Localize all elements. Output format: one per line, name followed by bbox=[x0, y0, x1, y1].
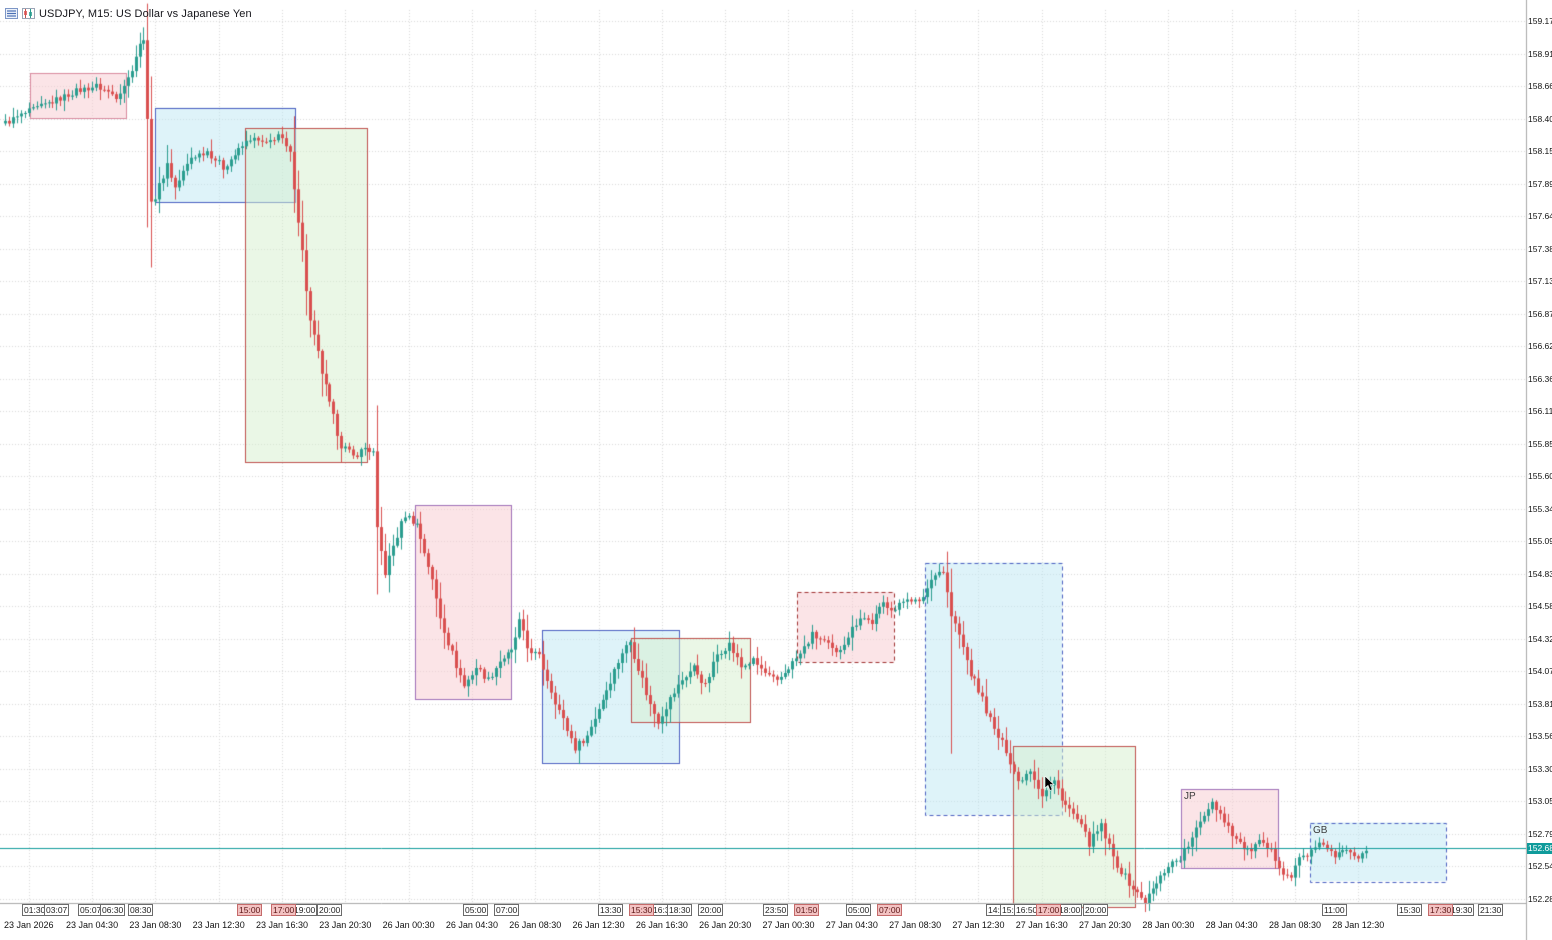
session-time-badge: 05:00 bbox=[846, 904, 872, 916]
price-axis-label: 156.36 bbox=[1528, 374, 1552, 385]
session-time-badge: 15:30 bbox=[1397, 904, 1423, 916]
session-time-badge: 01:50 bbox=[794, 904, 820, 916]
session-time-badge: 05:00 bbox=[463, 904, 489, 916]
session-time-badge: 20:00 bbox=[698, 904, 724, 916]
time-axis-label: 27 Jan 04:30 bbox=[825, 920, 878, 930]
time-axis-label: 23 Jan 08:30 bbox=[129, 920, 182, 930]
time-axis-label: 23 Jan 12:30 bbox=[192, 920, 245, 930]
session-time-badge: 07:00 bbox=[877, 904, 903, 916]
time-axis-label: 26 Jan 08:30 bbox=[509, 920, 562, 930]
session-box-label-gb: GB bbox=[1313, 824, 1328, 836]
time-axis-label: 26 Jan 20:30 bbox=[699, 920, 752, 930]
session-time-badge: 06:30 bbox=[100, 904, 126, 916]
time-axis-label: 28 Jan 00:30 bbox=[1142, 920, 1195, 930]
price-axis-label: 159.17 bbox=[1528, 16, 1552, 26]
price-axis-label: 152.54 bbox=[1528, 860, 1552, 871]
time-axis-label: 23 Jan 2026 bbox=[3, 920, 54, 930]
time-axis-label: 27 Jan 00:30 bbox=[762, 920, 815, 930]
session-time-badge: 11:00 bbox=[1322, 904, 1347, 916]
price-axis-label: 154.32 bbox=[1528, 634, 1552, 645]
session-time-badge: 17:00 bbox=[1036, 904, 1062, 916]
time-axis-label: 26 Jan 04:30 bbox=[445, 920, 498, 930]
price-axis-label: 157.38 bbox=[1528, 244, 1552, 255]
price-axis-label: 158.66 bbox=[1528, 80, 1552, 91]
price-axis-label: 154.07 bbox=[1528, 665, 1552, 676]
session-time-badge: 13:30 bbox=[598, 904, 624, 916]
price-axis-label: 155.85 bbox=[1528, 439, 1552, 450]
time-axis-label: 27 Jan 16:30 bbox=[1015, 920, 1068, 930]
time-axis-label: 28 Jan 12:30 bbox=[1332, 920, 1385, 930]
price-axis-label: 156.62 bbox=[1528, 340, 1552, 351]
price-axis-label: 158.91 bbox=[1528, 49, 1552, 60]
time-axis-label: 23 Jan 16:30 bbox=[255, 920, 309, 930]
price-axis-label: 154.58 bbox=[1528, 600, 1552, 611]
price-axis-label: 158.40 bbox=[1528, 114, 1552, 125]
price-axis-label: 153.05 bbox=[1528, 795, 1552, 806]
price-axis-label: 152.28 bbox=[1528, 894, 1552, 904]
price-axis-label: 156.11 bbox=[1528, 405, 1552, 416]
mouse-cursor-icon bbox=[1044, 775, 1056, 797]
session-time-badge: 17:00 bbox=[271, 904, 297, 916]
price-axis-label: 157.89 bbox=[1528, 179, 1552, 190]
session-time-badge: 07:00 bbox=[494, 904, 520, 916]
time-axis-label: 27 Jan 20:30 bbox=[1079, 920, 1132, 930]
price-axis-label: 152.79 bbox=[1528, 829, 1552, 839]
price-axis-label: 156.87 bbox=[1528, 309, 1552, 320]
session-time-badge: 19:30 bbox=[1449, 904, 1475, 916]
session-time-badge: 20:00 bbox=[317, 904, 343, 916]
chart-symbol-title: USDJPY, M15: US Dollar vs Japanese Yen bbox=[39, 7, 252, 20]
time-axis-label: 27 Jan 12:30 bbox=[952, 920, 1005, 930]
session-time-badge: 21:30 bbox=[1478, 904, 1504, 916]
time-axis-label: 26 Jan 12:30 bbox=[572, 920, 625, 930]
candlestick-icon[interactable] bbox=[22, 7, 35, 20]
price-axis-label: 153.56 bbox=[1528, 730, 1552, 741]
time-axis-label: 26 Jan 00:30 bbox=[382, 920, 435, 930]
time-axis-label: 28 Jan 08:30 bbox=[1268, 920, 1321, 930]
price-axis-label: 153.81 bbox=[1528, 699, 1552, 710]
time-axis-label: 28 Jan 04:30 bbox=[1205, 920, 1258, 930]
session-time-badge: 15:30 bbox=[629, 904, 655, 916]
session-time-badge: 08:30 bbox=[128, 904, 154, 916]
price-axis-label: 157.13 bbox=[1528, 275, 1552, 286]
session-box-label-jp: JP bbox=[1184, 791, 1196, 803]
session-time-badge: 18:30 bbox=[667, 904, 693, 916]
price-axis-label: 155.60 bbox=[1528, 470, 1552, 481]
session-time-badge: 03:07 bbox=[44, 904, 70, 916]
price-axis-label: 153.30 bbox=[1528, 764, 1552, 775]
time-axis-label: 27 Jan 08:30 bbox=[889, 920, 942, 930]
price-axis-label: 157.64 bbox=[1528, 210, 1552, 221]
session-time-badge: 15:00 bbox=[237, 904, 263, 916]
chart-header: USDJPY, M15: US Dollar vs Japanese Yen bbox=[5, 7, 252, 20]
session-time-badge: 20:00 bbox=[1083, 904, 1109, 916]
session-time-badge: 23:50 bbox=[763, 904, 789, 916]
time-axis-label: 23 Jan 04:30 bbox=[66, 920, 119, 930]
time-axis-label: 26 Jan 16:30 bbox=[635, 920, 688, 930]
list-icon[interactable] bbox=[5, 7, 18, 20]
price-axis-label: 155.34 bbox=[1528, 504, 1552, 515]
price-axis-label: 154.83 bbox=[1528, 569, 1552, 580]
price-axis-label: 158.15 bbox=[1528, 145, 1552, 156]
time-axis-label: 23 Jan 20:30 bbox=[319, 920, 372, 930]
price-axis-label: 155.09 bbox=[1528, 535, 1552, 546]
session-time-badge: 17:30 bbox=[1428, 904, 1454, 916]
session-time-badge: 18:00 bbox=[1057, 904, 1083, 916]
current-price-label: 152.68 bbox=[1527, 842, 1552, 854]
